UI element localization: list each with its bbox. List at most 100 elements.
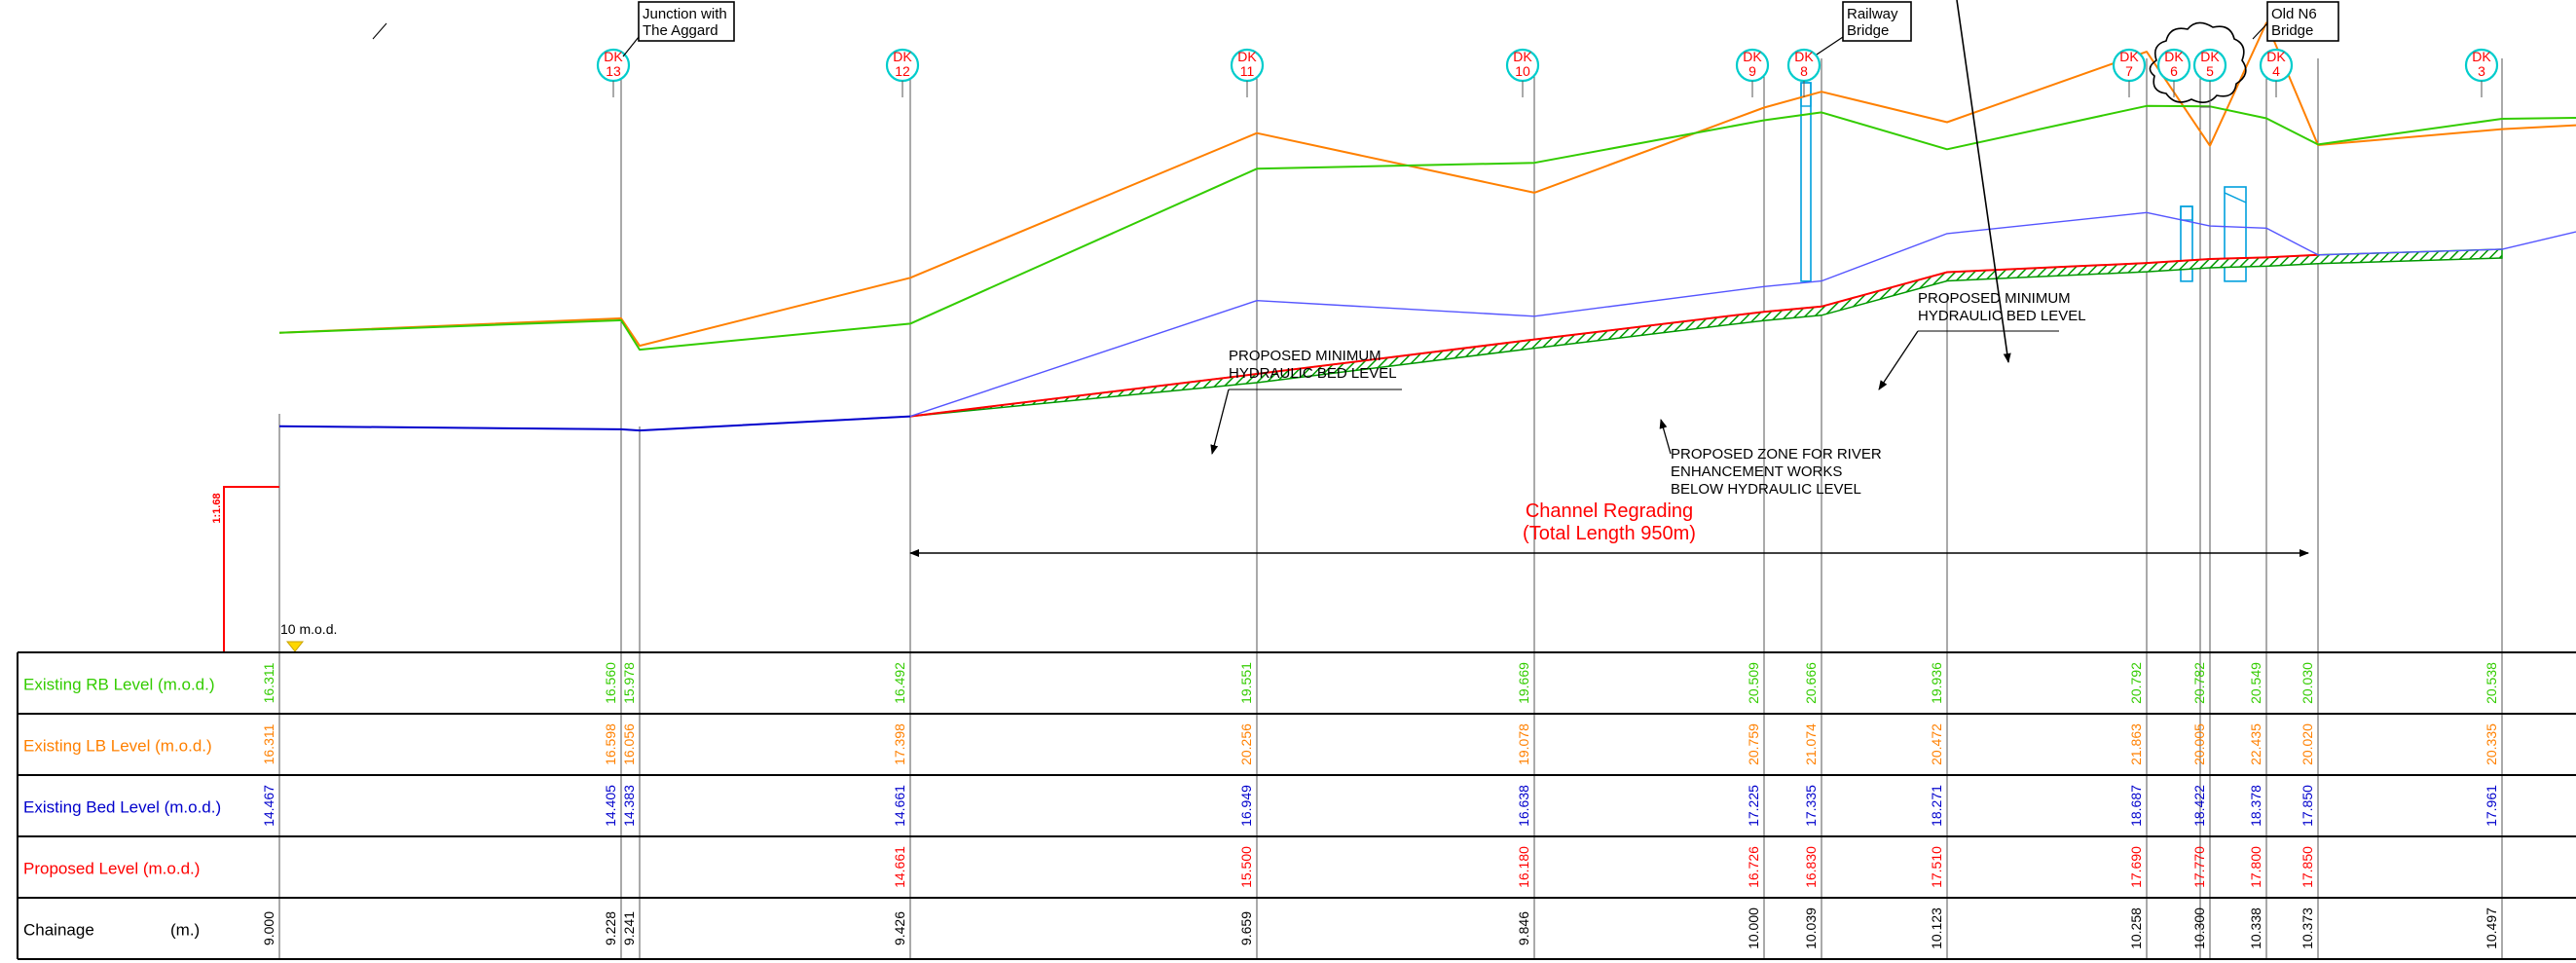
table-cell-proposed: 17.690: [2128, 846, 2144, 888]
marker-dk5[interactable]: DK5: [2192, 48, 2227, 97]
table-cell-proposed: 17.800: [2248, 846, 2263, 888]
n6-bridge-deck-left: [2180, 205, 2193, 221]
table-cell-chainage: 10.000: [1746, 907, 1761, 949]
cloud-leader: [2199, 86, 2211, 117]
table-cell-lb: 20.256: [1238, 723, 1254, 765]
series-proposed-line: [909, 253, 2319, 418]
annotation-zone: ENHANCEMENT WORKS: [1671, 463, 1842, 480]
table-cell-proposed: 17.850: [2300, 846, 2315, 888]
marker-dk6[interactable]: DK6: [2156, 48, 2191, 97]
table-row-label-bed: Existing Bed Level (m.o.d.): [23, 798, 221, 817]
marker-dk9[interactable]: DK9: [1735, 48, 1770, 97]
annotation-bed-level-1: PROPOSED MINIMUM: [1229, 348, 1381, 364]
table-cell-rb: 19.669: [1516, 662, 1531, 704]
marker-label-top: DK: [1743, 49, 1762, 64]
marker-label-bottom: 4: [2272, 63, 2280, 79]
marker-label-bottom: 10: [1515, 63, 1530, 79]
table-cell-rb: 16.492: [892, 662, 907, 704]
table-cell-bed: 16.638: [1516, 785, 1531, 827]
table-row-label-lb: Existing LB Level (m.o.d.): [23, 737, 212, 756]
table-cell-bed: 14.383: [621, 785, 637, 827]
marker-dk8[interactable]: DK8: [1786, 48, 1822, 97]
callout-n6-text: Bridge: [2271, 22, 2313, 39]
callout-n6-box: [2266, 1, 2339, 42]
table-cell-bed: 17.850: [2300, 785, 2315, 827]
series-bed-extension: [2501, 231, 2576, 250]
table-cell-proposed: 15.500: [1238, 846, 1254, 888]
table-cell-chainage: 10.373: [2300, 907, 2315, 949]
enhancement-zone: [909, 248, 2503, 418]
table-cell-lb: 20.335: [2484, 723, 2499, 765]
marker-label-bottom: 5: [2206, 63, 2214, 79]
callout-n6-text: Old N6: [2271, 6, 2317, 22]
level-series: [278, 21, 2576, 432]
callout-railway-leader: [1816, 36, 1844, 56]
table-cell-lb: 21.074: [1803, 723, 1819, 765]
table-cell-bed: 17.225: [1746, 785, 1761, 827]
marker-label-bottom: 12: [895, 63, 910, 79]
callout-n6-leader: [2252, 22, 2268, 40]
table-cell-bed: 18.378: [2248, 785, 2263, 827]
table-cell-lb: 16.598: [603, 723, 618, 765]
table-cell-rb: 20.030: [2300, 662, 2315, 704]
table-row-unit-chainage: (m.): [170, 921, 200, 940]
marker-label-bottom: 13: [606, 63, 621, 79]
table-cell-lb: 20.020: [2300, 723, 2315, 765]
enhancement-zone-hatch: [909, 248, 2503, 418]
table-cell-lb: 16.056: [621, 723, 637, 765]
marker-label-top: DK: [1237, 49, 1257, 64]
datum-label: 10 m.o.d.: [280, 621, 337, 637]
bridge-piers: [1800, 82, 2247, 282]
marker-dk3[interactable]: DK3: [2464, 48, 2499, 97]
table-cell-proposed: 17.510: [1929, 846, 1944, 888]
table-cell-bed: 14.467: [261, 785, 276, 827]
revision-cloud: [2149, 21, 2247, 103]
marker-dk7[interactable]: DK7: [2112, 48, 2147, 97]
annotation-zone: PROPOSED ZONE FOR RIVER: [1671, 446, 1882, 463]
table-cell-rb: 20.509: [1746, 662, 1761, 704]
table-cell-chainage: 10.497: [2484, 907, 2499, 949]
table-cell-chainage: 10.123: [1929, 907, 1944, 949]
series-rb-line: [278, 104, 2503, 352]
railway-bridge-pier: [1800, 82, 1812, 282]
table-cell-chainage: 9.241: [621, 911, 637, 945]
series-lb-extension: [2501, 124, 2576, 130]
table-cell-lb: 20.005: [2191, 723, 2207, 765]
marker-label-top: DK: [2472, 49, 2491, 64]
marker-label-top: DK: [1513, 49, 1532, 64]
marker-label-bottom: 11: [1240, 63, 1255, 79]
marker-label-top: DK: [2164, 49, 2184, 64]
table-cell-rb: 16.560: [603, 662, 618, 704]
table-cell-lb: 21.863: [2128, 723, 2144, 765]
table-cell-bed: 16.949: [1238, 785, 1254, 827]
annotation-zone: BELOW HYDRAULIC LEVEL: [1671, 481, 1861, 498]
table-cell-chainage: 9.228: [603, 911, 618, 945]
annotation-bed-level-2: PROPOSED MINIMUM: [1918, 290, 2071, 307]
table-cell-lb: 20.472: [1929, 723, 1944, 765]
annotation-bed-level-1-leader: [1210, 389, 1230, 455]
annotation-channel: (Total Length 950m): [1523, 523, 1696, 544]
table-cell-lb: 22.435: [2248, 723, 2263, 765]
marker-dk4[interactable]: DK4: [2259, 48, 2294, 97]
series-bed-left: [278, 415, 911, 432]
callout-aggard-text: Junction with: [643, 6, 727, 22]
marker-label-bottom: 7: [2125, 63, 2133, 79]
table-row-label-chainage: Chainage: [23, 921, 94, 940]
callout-railway-text: Railway: [1847, 6, 1898, 22]
series-rb-extension: [2501, 117, 2576, 121]
table-row-label-proposed: Proposed Level (m.o.d.): [23, 860, 200, 878]
marker-label-top: DK: [604, 49, 623, 64]
table-cell-proposed: 14.661: [892, 846, 907, 888]
marker-label-bottom: 9: [1748, 63, 1756, 79]
annotation-bed-level-2-leader: [1878, 330, 1919, 390]
table-cell-bed: 18.422: [2191, 785, 2207, 827]
table-cell-bed: 17.961: [2484, 785, 2499, 827]
table-cell-chainage: 9.000: [261, 911, 276, 945]
